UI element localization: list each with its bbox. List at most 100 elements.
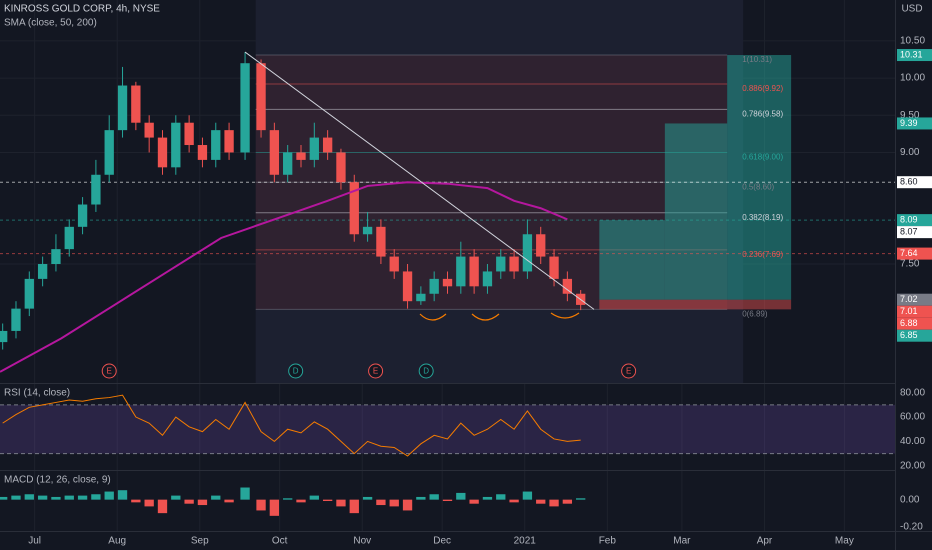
price-label-box xyxy=(897,214,932,227)
price-label: 6.85 xyxy=(900,330,918,340)
target-zone xyxy=(599,220,665,300)
candle-body xyxy=(144,122,154,138)
macd-bar xyxy=(269,499,280,516)
macd-bar xyxy=(184,499,194,504)
candle-body xyxy=(171,122,181,168)
x-tick-label: Dec xyxy=(433,536,451,547)
candle-body xyxy=(24,278,34,309)
y-tick-label: 60.00 xyxy=(900,412,925,423)
macd-bar xyxy=(91,494,101,500)
macd-bar xyxy=(482,496,493,500)
candle-body xyxy=(562,278,573,294)
candle-body xyxy=(536,234,546,257)
macd-bar xyxy=(402,499,413,511)
macd-bar xyxy=(296,499,306,503)
indicator-title: SMA (close, 50, 200) xyxy=(4,18,97,29)
macd-bar xyxy=(131,499,141,503)
macd-bar xyxy=(256,499,266,511)
price-label: 9.39 xyxy=(900,118,918,128)
candle-body xyxy=(456,256,466,287)
candle-body xyxy=(496,256,506,272)
x-tick-label: Mar xyxy=(673,536,691,547)
rsi-pane xyxy=(0,394,895,457)
sma-line xyxy=(0,181,568,373)
price-label-box xyxy=(897,329,932,342)
event-marker xyxy=(621,363,637,379)
fib-label: 0.618(9.00) xyxy=(742,153,783,162)
candle-body xyxy=(482,271,493,287)
macd-bar xyxy=(104,491,114,500)
macd-title: MACD (12, 26, close, 9) xyxy=(4,475,111,486)
event-label: D xyxy=(423,367,429,376)
macd-bar xyxy=(389,499,399,507)
macd-bar xyxy=(376,499,386,506)
fib-label: 0.886(9.92) xyxy=(742,84,783,93)
macd-bar xyxy=(456,492,466,500)
macd-bar xyxy=(117,490,128,500)
candle-body xyxy=(91,174,101,205)
fib-label: 0.382(8.19) xyxy=(742,213,783,222)
x-tick-label: Aug xyxy=(108,536,126,547)
price-label-box xyxy=(897,317,932,330)
price-label: 8.09 xyxy=(900,215,918,225)
target-zone xyxy=(727,55,792,300)
candle-body xyxy=(77,204,88,227)
price-label: 8.60 xyxy=(900,177,918,187)
candle-body xyxy=(197,145,208,160)
price-label-box xyxy=(897,49,932,62)
macd-bar xyxy=(197,499,208,506)
macd-bar xyxy=(429,494,439,500)
macd-bar xyxy=(224,499,234,503)
macd-bar xyxy=(442,499,453,501)
pattern-arc xyxy=(419,313,447,321)
price-label-box xyxy=(897,176,932,189)
macd-bar xyxy=(77,495,88,500)
x-tick-label: 2021 xyxy=(514,536,537,547)
macd-bar xyxy=(11,495,21,500)
macd-bar xyxy=(144,499,154,507)
macd-bar xyxy=(469,499,479,504)
macd-bar xyxy=(211,495,221,500)
macd-bar xyxy=(240,487,250,500)
y-tick-label: 10.00 xyxy=(900,73,925,84)
macd-bar xyxy=(336,499,346,507)
price-label: 8.07 xyxy=(900,227,918,237)
macd-bar xyxy=(416,496,426,500)
x-tick-label: Feb xyxy=(599,536,617,547)
fib-label: 1(10.31) xyxy=(742,55,772,64)
fib-label: 0(6.89) xyxy=(742,309,768,318)
candle-body xyxy=(37,264,48,279)
trendline xyxy=(244,51,595,310)
macd-bar xyxy=(549,499,559,507)
candle-body xyxy=(402,271,413,302)
candle-body xyxy=(157,137,168,168)
rsi-line xyxy=(2,394,581,457)
currency: USD xyxy=(901,4,922,15)
macd-bar xyxy=(51,496,61,500)
candle-body xyxy=(509,256,519,272)
macd-bar xyxy=(509,499,519,503)
y-tick-label: 0.00 xyxy=(900,494,920,505)
candle-body xyxy=(322,137,333,153)
macd-pane xyxy=(0,487,586,516)
price-label-box xyxy=(897,305,932,318)
x-tick-label: May xyxy=(835,536,854,547)
chart-title: KINROSS GOLD CORP, 4h, NYSE xyxy=(4,4,160,15)
price-label: 7.01 xyxy=(900,306,918,316)
candle-body xyxy=(522,234,533,272)
candle-body xyxy=(283,152,293,175)
candle-body xyxy=(51,249,61,265)
candle-body xyxy=(549,256,559,279)
labels: Jul Aug Sep Oct Nov Dec 2021 Feb Mar Apr May 10.50 1… xyxy=(28,36,932,547)
y-tick-label: -0.20 xyxy=(900,521,923,532)
macd-bar xyxy=(349,499,359,514)
candle-body xyxy=(11,308,21,331)
y-tick-label: 20.00 xyxy=(900,460,925,471)
macd-bar xyxy=(362,496,373,500)
event-marker xyxy=(418,363,434,379)
event-marker xyxy=(101,363,117,379)
macd-bar xyxy=(522,491,533,500)
rsi-title: RSI (14, close) xyxy=(4,388,70,399)
macd-bar xyxy=(496,494,506,500)
